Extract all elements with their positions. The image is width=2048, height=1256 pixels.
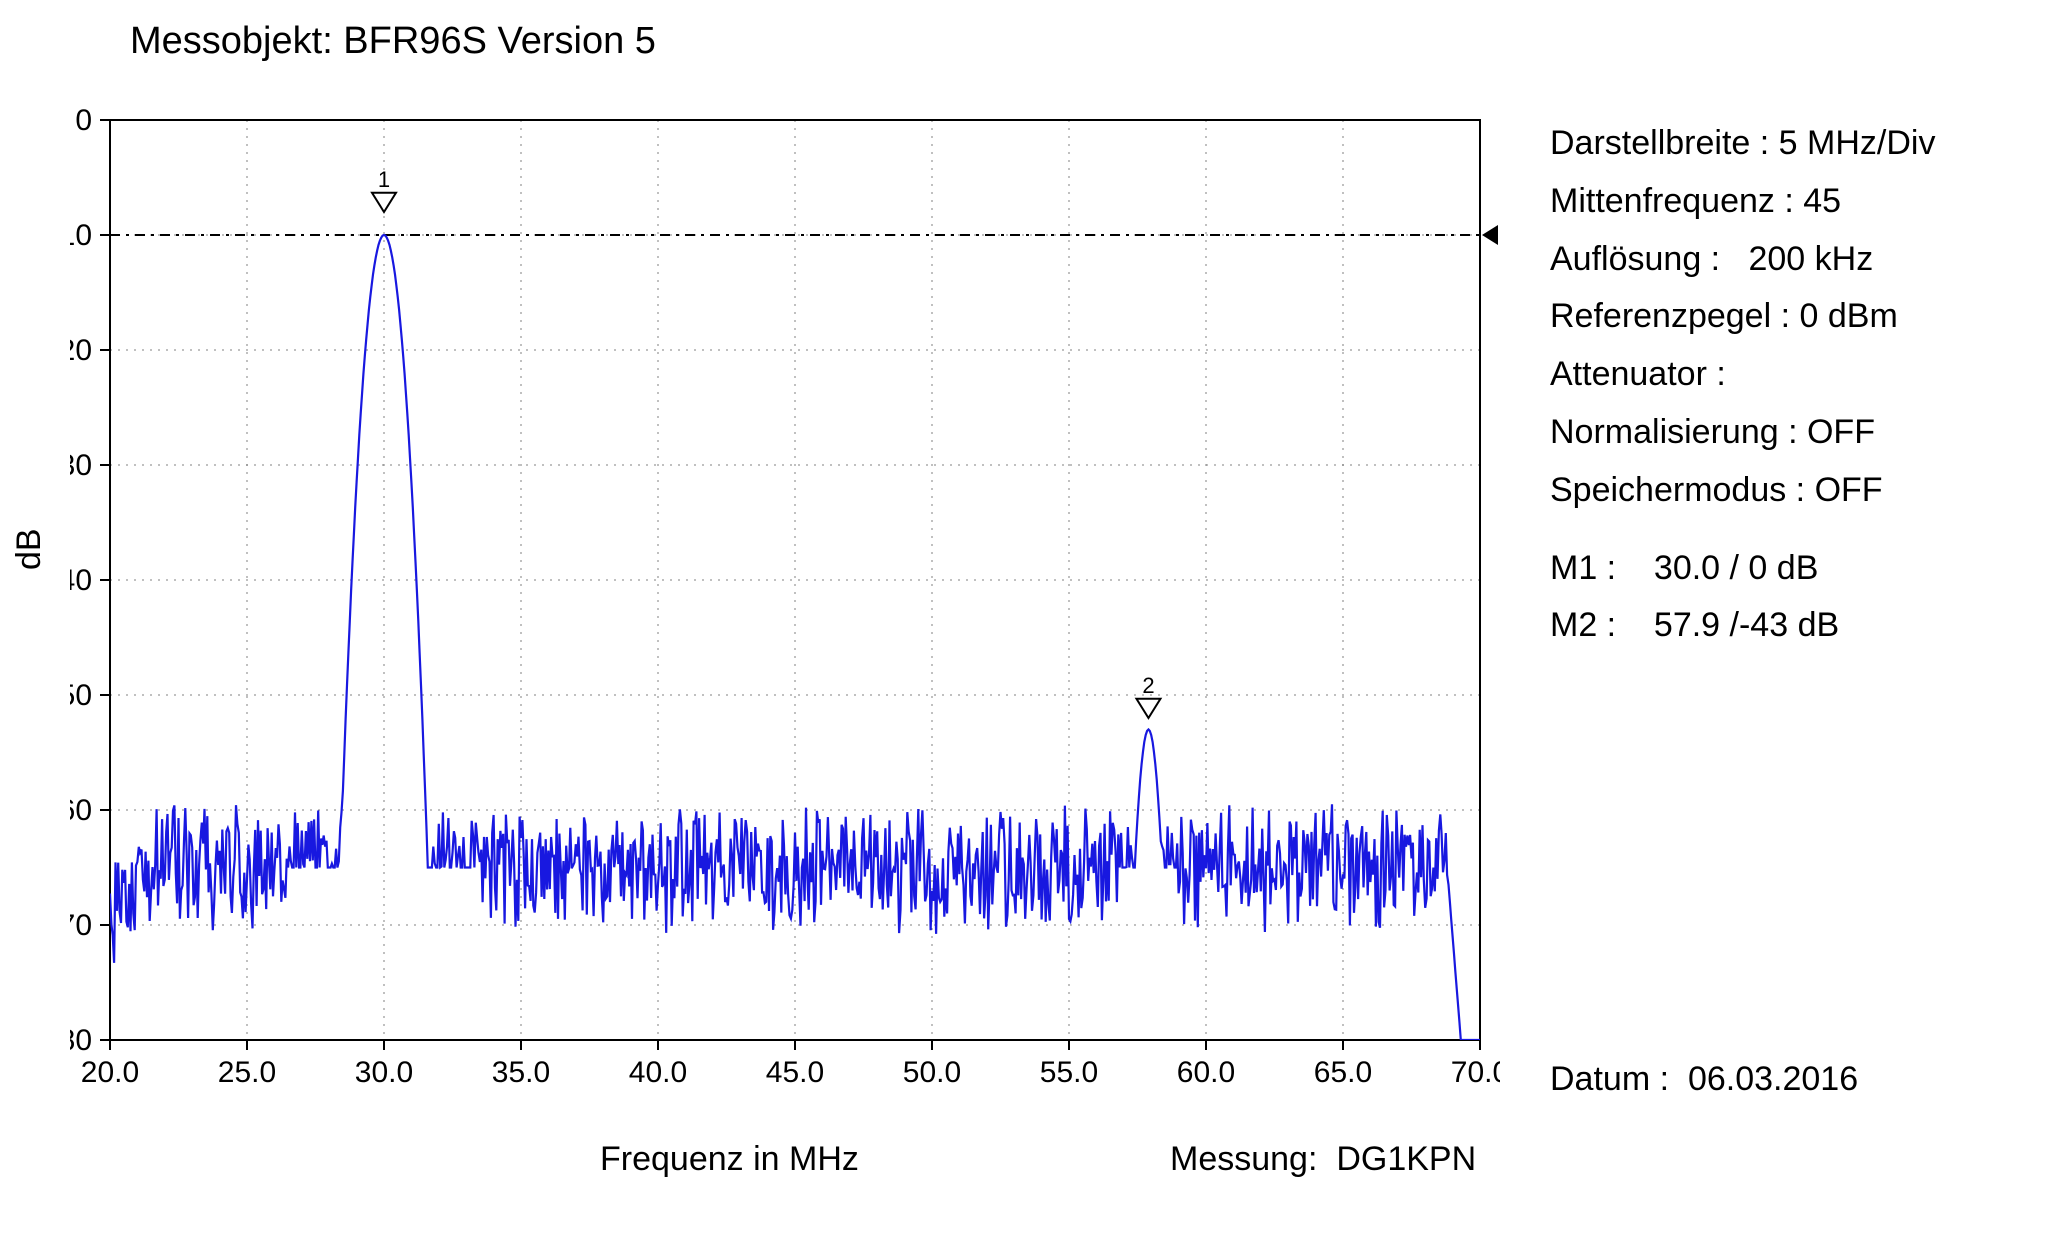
info-row: Attenuator : — [1550, 346, 1935, 404]
svg-text:1: 1 — [378, 167, 390, 192]
date-row: Datum : 06.03.2016 — [1550, 1060, 1858, 1099]
svg-text:65.0: 65.0 — [1314, 1056, 1372, 1089]
info-value: 57.9 /-43 dB — [1654, 606, 1839, 644]
messung-label: Messung: DG1KPN — [1170, 1140, 1476, 1179]
svg-text:25.0: 25.0 — [218, 1056, 276, 1089]
svg-text:30.0: 30.0 — [355, 1056, 413, 1089]
info-value: 30.0 / 0 dB — [1654, 549, 1818, 587]
info-value: 45 — [1803, 182, 1841, 220]
svg-text:0: 0 — [75, 104, 92, 137]
info-row: M1 : 30.0 / 0 dB — [1550, 540, 1935, 598]
svg-text:-70: -70 — [70, 909, 92, 942]
date-value: 06.03.2016 — [1688, 1060, 1858, 1098]
info-key: M2 : — [1550, 606, 1616, 644]
info-value: 5 MHz/Div — [1779, 124, 1936, 162]
info-row: Referenzpegel : 0 dBm — [1550, 288, 1935, 346]
svg-text:-50: -50 — [70, 679, 92, 712]
info-key: M1 : — [1550, 549, 1616, 587]
y-axis-label: dB — [10, 528, 49, 570]
info-key: Attenuator : — [1550, 355, 1726, 393]
svg-text:50.0: 50.0 — [903, 1056, 961, 1089]
svg-text:40.0: 40.0 — [629, 1056, 687, 1089]
messung-value: DG1KPN — [1336, 1140, 1476, 1178]
info-row: Darstellbreite : 5 MHz/Div — [1550, 115, 1935, 173]
info-value: OFF — [1815, 471, 1883, 509]
info-row: Speichermodus : OFF — [1550, 462, 1935, 520]
messung-key: Messung: — [1170, 1140, 1317, 1178]
svg-text:45.0: 45.0 — [766, 1056, 824, 1089]
info-key: Auflösung : — [1550, 240, 1720, 278]
svg-text:-10: -10 — [70, 219, 92, 252]
svg-text:-60: -60 — [70, 794, 92, 827]
page: Messobjekt: BFR96S Version 5 20.0 25.0 30.… — [0, 0, 2048, 1256]
svg-text:70.0: 70.0 — [1451, 1056, 1500, 1089]
svg-text:-20: -20 — [70, 334, 92, 367]
info-key: Darstellbreite : — [1550, 124, 1769, 162]
svg-text:-80: -80 — [70, 1024, 92, 1057]
spectrum-chart: 20.0 25.0 30.0 35.0 40.0 45.0 50.0 55.0 60.0 65.0… — [70, 100, 1500, 1100]
info-row: M2 : 57.9 /-43 dB — [1550, 597, 1935, 655]
svg-text:-40: -40 — [70, 564, 92, 597]
page-title: Messobjekt: BFR96S Version 5 — [130, 20, 656, 63]
info-key: Speichermodus : — [1550, 471, 1805, 509]
svg-text:20.0: 20.0 — [81, 1056, 139, 1089]
info-value: 0 dBm — [1800, 297, 1898, 335]
svg-text:-30: -30 — [70, 449, 92, 482]
info-key: Normalisierung : — [1550, 413, 1798, 451]
svg-text:35.0: 35.0 — [492, 1056, 550, 1089]
date-key: Datum : — [1550, 1060, 1669, 1098]
info-row: Mittenfrequenz : 45 — [1550, 173, 1935, 231]
x-axis-label: Frequenz in MHz — [600, 1140, 859, 1179]
info-key: Referenzpegel : — [1550, 297, 1790, 335]
svg-text:2: 2 — [1142, 673, 1154, 698]
info-row: Normalisierung : OFF — [1550, 404, 1935, 462]
svg-text:60.0: 60.0 — [1177, 1056, 1235, 1089]
info-value: 200 kHz — [1748, 240, 1873, 278]
svg-text:55.0: 55.0 — [1040, 1056, 1098, 1089]
info-key: Mittenfrequenz : — [1550, 182, 1794, 220]
info-value: OFF — [1807, 413, 1875, 451]
info-panel: Darstellbreite : 5 MHz/Div Mittenfrequen… — [1550, 115, 1935, 655]
info-row: Auflösung : 200 kHz — [1550, 231, 1935, 289]
